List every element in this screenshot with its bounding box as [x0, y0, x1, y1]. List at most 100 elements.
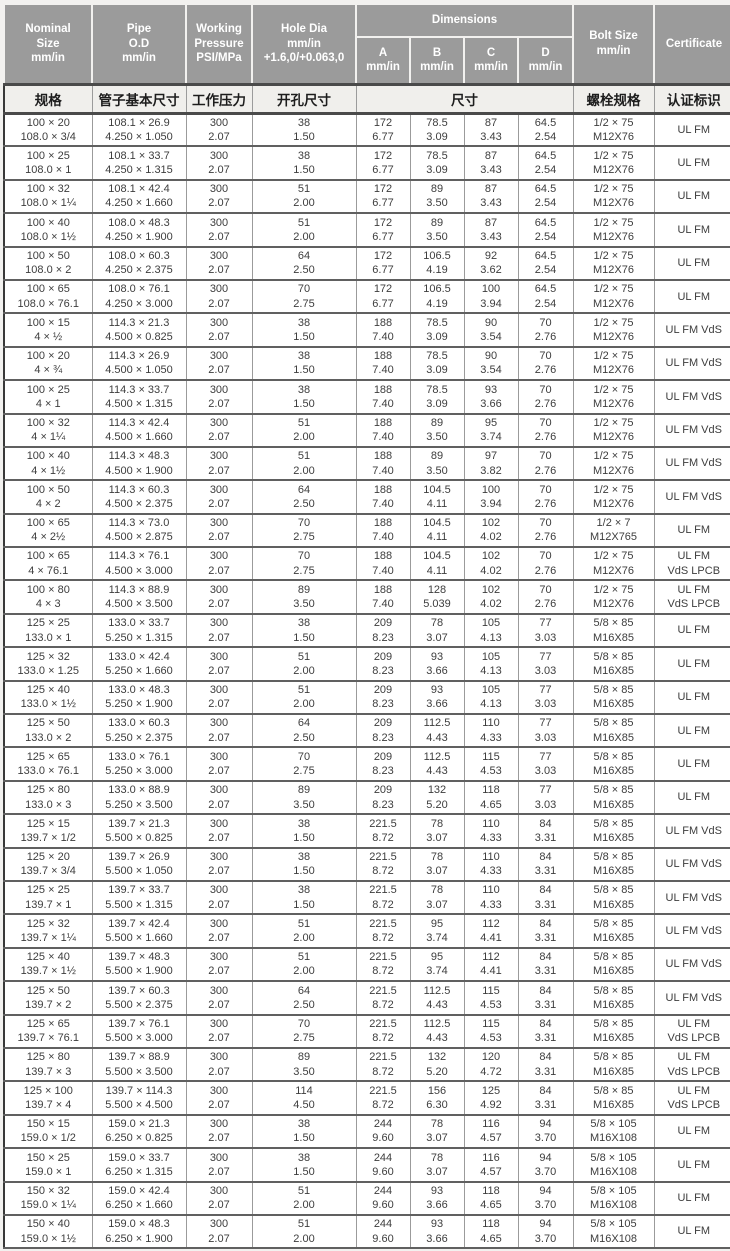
cell-cert: UL FM — [653, 646, 730, 682]
cell-c: 118 4.65 — [463, 1213, 519, 1250]
cell-nominal: 100 × 32 108.0 × 1¼ — [3, 178, 93, 215]
cell-a: 221.5 8.72 — [355, 1013, 411, 1049]
cell-c: 97 3.82 — [463, 445, 519, 482]
cell-bolt: 1/2 × 75 M12X76 — [572, 245, 655, 281]
table-row: 100 × 20 4 × ¾ 114.3 × 26.9 4.500 × 1.050… — [3, 345, 730, 382]
table-row: 125 × 50 133.0 × 2 133.0 × 60.3 5.250 × 2… — [3, 713, 730, 749]
cell-d: 84 3.31 — [517, 913, 574, 949]
cell-a: 188 7.40 — [355, 379, 411, 415]
cell-nominal: 100 × 65 4 × 2½ — [3, 512, 93, 549]
cell-od: 133.0 × 48.3 5.250 × 1.900 — [91, 679, 187, 716]
cell-od: 159.0 × 42.4 6.250 × 1.660 — [91, 1180, 187, 1216]
cell-b: 112.5 4.43 — [409, 746, 465, 782]
cell-wp: 300 2.07 — [185, 1180, 253, 1216]
table-row: 125 × 40 133.0 × 1½ 133.0 × 48.3 5.250 × … — [3, 679, 730, 716]
cell-od: 139.7 × 33.7 5.500 × 1.315 — [91, 879, 187, 916]
cell-hole: 51 2.00 — [251, 178, 357, 215]
table-row: 125 × 25 139.7 × 1 139.7 × 33.7 5.500 × 1… — [3, 879, 730, 916]
cell-c: 115 4.53 — [463, 980, 519, 1016]
cell-d: 70 2.76 — [517, 579, 574, 615]
cell-nominal: 150 × 40 159.0 × 1½ — [3, 1213, 93, 1250]
cell-nominal: 100 × 50 4 × 2 — [3, 479, 93, 515]
cell-hole: 89 3.50 — [251, 579, 357, 615]
cell-c: 118 4.65 — [463, 1180, 519, 1216]
cell-d: 77 3.03 — [517, 679, 574, 716]
table-row: 100 × 65 4 × 2½ 114.3 × 73.0 4.500 × 2.87… — [3, 512, 730, 549]
header-dim-b: B mm/in — [409, 36, 465, 85]
cell-hole: 38 1.50 — [251, 846, 357, 882]
cell-b: 106.5 4.19 — [409, 245, 465, 281]
pipe-spec-table: Nominal Size mm/in Pipe O.D mm/in Workin… — [3, 3, 730, 1250]
cell-cert: UL FM VdS — [653, 946, 730, 983]
cell-a: 172 6.77 — [355, 245, 411, 281]
cell-wp: 300 2.07 — [185, 312, 253, 348]
cell-c: 105 4.13 — [463, 679, 519, 716]
cell-nominal: 125 × 32 139.7 × 1¼ — [3, 913, 93, 949]
cell-c: 87 3.43 — [463, 212, 519, 248]
table-row: 100 × 65 4 × 76.1 114.3 × 76.1 4.500 × 3.… — [3, 546, 730, 582]
header-pipe-od: Pipe O.D mm/in — [91, 3, 187, 85]
cell-cert: UL FM VdS — [653, 379, 730, 415]
cell-b: 78 3.07 — [409, 1147, 465, 1183]
cell-c: 116 4.57 — [463, 1113, 519, 1150]
cell-d: 77 3.03 — [517, 779, 574, 816]
cell-b: 78.5 3.09 — [409, 379, 465, 415]
cell-nominal: 125 × 32 133.0 × 1.25 — [3, 646, 93, 682]
cell-wp: 300 2.07 — [185, 412, 253, 448]
table-row: 125 × 80 133.0 × 3 133.0 × 88.9 5.250 × 3… — [3, 779, 730, 816]
cell-nominal: 125 × 40 139.7 × 1½ — [3, 946, 93, 983]
table-row: 100 × 40 108.0 × 1½ 108.0 × 48.3 4.250 × … — [3, 212, 730, 248]
cell-od: 133.0 × 76.1 5.250 × 3.000 — [91, 746, 187, 782]
cell-nominal: 125 × 25 133.0 × 1 — [3, 612, 93, 649]
cell-b: 93 3.66 — [409, 679, 465, 716]
cell-wp: 300 2.07 — [185, 345, 253, 382]
cell-d: 70 2.76 — [517, 345, 574, 382]
cell-wp: 300 2.07 — [185, 713, 253, 749]
cell-b: 93 3.66 — [409, 1180, 465, 1216]
header-bolt-size: Bolt Size mm/in — [572, 3, 655, 85]
cell-wp: 300 2.07 — [185, 1046, 253, 1083]
table-row: 100 × 32 4 × 1¼ 114.3 × 42.4 4.500 × 1.66… — [3, 412, 730, 448]
cell-hole: 64 2.50 — [251, 479, 357, 515]
cell-hole: 51 2.00 — [251, 946, 357, 983]
cell-cert: UL FM VdS — [653, 879, 730, 916]
cell-c: 110 4.33 — [463, 713, 519, 749]
cell-a: 221.5 8.72 — [355, 980, 411, 1016]
cell-nominal: 100 × 50 108.0 × 2 — [3, 245, 93, 281]
cell-d: 70 2.76 — [517, 445, 574, 482]
table-row: 100 × 80 4 × 3 114.3 × 88.9 4.500 × 3.500… — [3, 579, 730, 615]
cell-cert: UL FM — [653, 212, 730, 248]
header-cn-pipe-od: 管子基本尺寸 — [91, 82, 187, 115]
cell-bolt: 1/2 × 75 M12X76 — [572, 212, 655, 248]
cell-a: 188 7.40 — [355, 546, 411, 582]
cell-bolt: 1/2 × 75 M12X76 — [572, 278, 655, 315]
cell-a: 209 8.23 — [355, 779, 411, 816]
cell-b: 104.5 4.11 — [409, 479, 465, 515]
header-row-en-dims: A mm/in B mm/in C mm/in D mm/in — [4, 36, 730, 85]
cell-d: 77 3.03 — [517, 713, 574, 749]
cell-a: 221.5 8.72 — [355, 946, 411, 983]
cell-cert: UL FM — [653, 713, 730, 749]
cell-d: 84 3.31 — [517, 946, 574, 983]
cell-od: 108.1 × 26.9 4.250 × 1.050 — [91, 111, 187, 148]
cell-od: 139.7 × 26.9 5.500 × 1.050 — [91, 846, 187, 882]
cell-od: 114.3 × 88.9 4.500 × 3.500 — [91, 579, 187, 615]
cell-bolt: 5/8 × 85 M16X85 — [572, 946, 655, 983]
cell-a: 221.5 8.72 — [355, 846, 411, 882]
cell-wp: 300 2.07 — [185, 913, 253, 949]
cell-a: 209 8.23 — [355, 612, 411, 649]
cell-a: 221.5 8.72 — [355, 913, 411, 949]
table-row: 100 × 50 4 × 2 114.3 × 60.3 4.500 × 2.375… — [3, 479, 730, 515]
cell-od: 133.0 × 42.4 5.250 × 1.660 — [91, 646, 187, 682]
cell-b: 132 5.20 — [409, 1046, 465, 1083]
cell-a: 172 6.77 — [355, 278, 411, 315]
cell-a: 244 9.60 — [355, 1147, 411, 1183]
cell-wp: 300 2.07 — [185, 879, 253, 916]
cell-a: 188 7.40 — [355, 512, 411, 549]
cell-hole: 114 4.50 — [251, 1080, 357, 1116]
cell-c: 116 4.57 — [463, 1147, 519, 1183]
cell-c: 115 4.53 — [463, 746, 519, 782]
cell-bolt: 5/8 × 85 M16X85 — [572, 779, 655, 816]
cell-d: 70 2.76 — [517, 379, 574, 415]
